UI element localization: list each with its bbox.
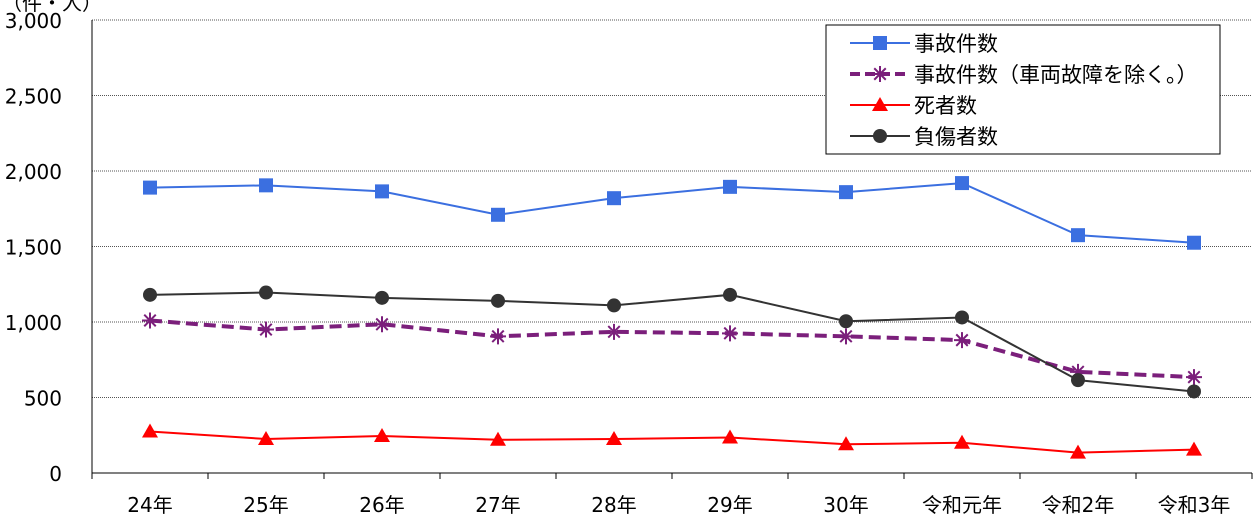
data-point: [839, 185, 853, 200]
data-point: [606, 323, 622, 340]
y-tick-label: 500: [24, 387, 62, 411]
x-tick-label: 29年: [707, 493, 752, 517]
data-point: [838, 328, 854, 345]
data-point: [723, 287, 737, 302]
unit-label: （件・人）: [2, 0, 102, 15]
data-point: [142, 312, 158, 329]
data-point: [722, 429, 738, 444]
series-line: [149, 291, 1195, 393]
data-point: [955, 176, 969, 191]
data-point: [1071, 373, 1085, 388]
legend-label: 事故件数: [914, 32, 998, 56]
axes: [91, 20, 1253, 479]
data-point: [839, 314, 853, 329]
data-point: [1070, 363, 1086, 380]
x-tick-label: 令和3年: [1158, 493, 1231, 517]
y-tick-label: 1,500: [5, 236, 62, 260]
series-3: [142, 423, 1202, 459]
data-point: [606, 431, 622, 446]
data-point: [490, 431, 506, 446]
data-point: [1186, 369, 1202, 386]
data-point: [143, 180, 157, 195]
data-point: [607, 298, 621, 313]
data-point: [374, 428, 390, 443]
data-point: [491, 293, 505, 308]
data-point: [258, 431, 274, 446]
series-line: [149, 318, 1195, 380]
data-point: [1187, 235, 1201, 250]
legend-marker: [872, 66, 888, 82]
legend-entry: 事故件数（車両故障を除く。）: [850, 63, 1198, 87]
y-tick-label: 3,000: [5, 9, 62, 33]
legend-entry: 負傷者数: [850, 125, 998, 149]
x-tick-label: 24年: [127, 493, 172, 517]
data-point: [1187, 384, 1201, 399]
data-point: [1070, 444, 1086, 459]
x-tick-label: 30年: [823, 493, 868, 517]
series-line: [149, 182, 1195, 244]
data-point: [954, 332, 970, 349]
y-tick-label: 2,500: [5, 85, 62, 109]
x-tick-label: 令和元年: [922, 493, 1002, 517]
series-1: [143, 176, 1201, 250]
x-tick-label: 28年: [591, 493, 636, 517]
legend-label: 負傷者数: [914, 125, 998, 149]
legend-label: 死者数: [914, 94, 977, 118]
x-tick-label: 25年: [243, 493, 288, 517]
x-tick-labels: 24年 25年 26年 27年 28年 29年 30年 令和元年 令和2年 令和3年: [127, 493, 1230, 517]
data-point: [259, 285, 273, 300]
legend-entry: 死者数: [850, 94, 977, 118]
y-tick-label: 0: [49, 462, 62, 486]
data-point: [607, 191, 621, 206]
data-point: [490, 328, 506, 345]
data-point: [259, 178, 273, 193]
series-layer: [142, 176, 1202, 459]
legend-box: [825, 24, 1221, 155]
data-point: [1186, 441, 1202, 456]
data-point: [142, 423, 158, 438]
series-2: [142, 312, 1202, 386]
x-tick-label: 27年: [475, 493, 520, 517]
legend-marker: [873, 36, 887, 50]
data-point: [722, 325, 738, 342]
data-point: [375, 290, 389, 305]
legend-entry: 事故件数: [850, 32, 998, 56]
y-tick-labels: 0 500 1,000 1,500 2,000 2,500 3,000: [5, 9, 62, 486]
grid-lines: [92, 19, 1252, 398]
legend-label: 事故件数（車両故障を除く。）: [914, 63, 1198, 87]
data-point: [258, 321, 274, 338]
data-point: [838, 436, 854, 451]
data-point: [491, 207, 505, 222]
data-point: [723, 179, 737, 194]
x-tick-label: 令和2年: [1042, 493, 1115, 517]
data-point: [375, 184, 389, 199]
y-tick-label: 1,000: [5, 311, 62, 335]
data-point: [955, 310, 969, 325]
series-line: [149, 430, 1195, 454]
legend-marker: [873, 129, 887, 143]
data-point: [1071, 228, 1085, 243]
data-point: [954, 434, 970, 449]
x-tick-label: 26年: [359, 493, 404, 517]
series-4: [143, 285, 1201, 399]
legend-marker: [872, 97, 888, 111]
y-tick-label: 2,000: [5, 160, 62, 184]
data-point: [143, 287, 157, 302]
data-point: [374, 316, 390, 333]
